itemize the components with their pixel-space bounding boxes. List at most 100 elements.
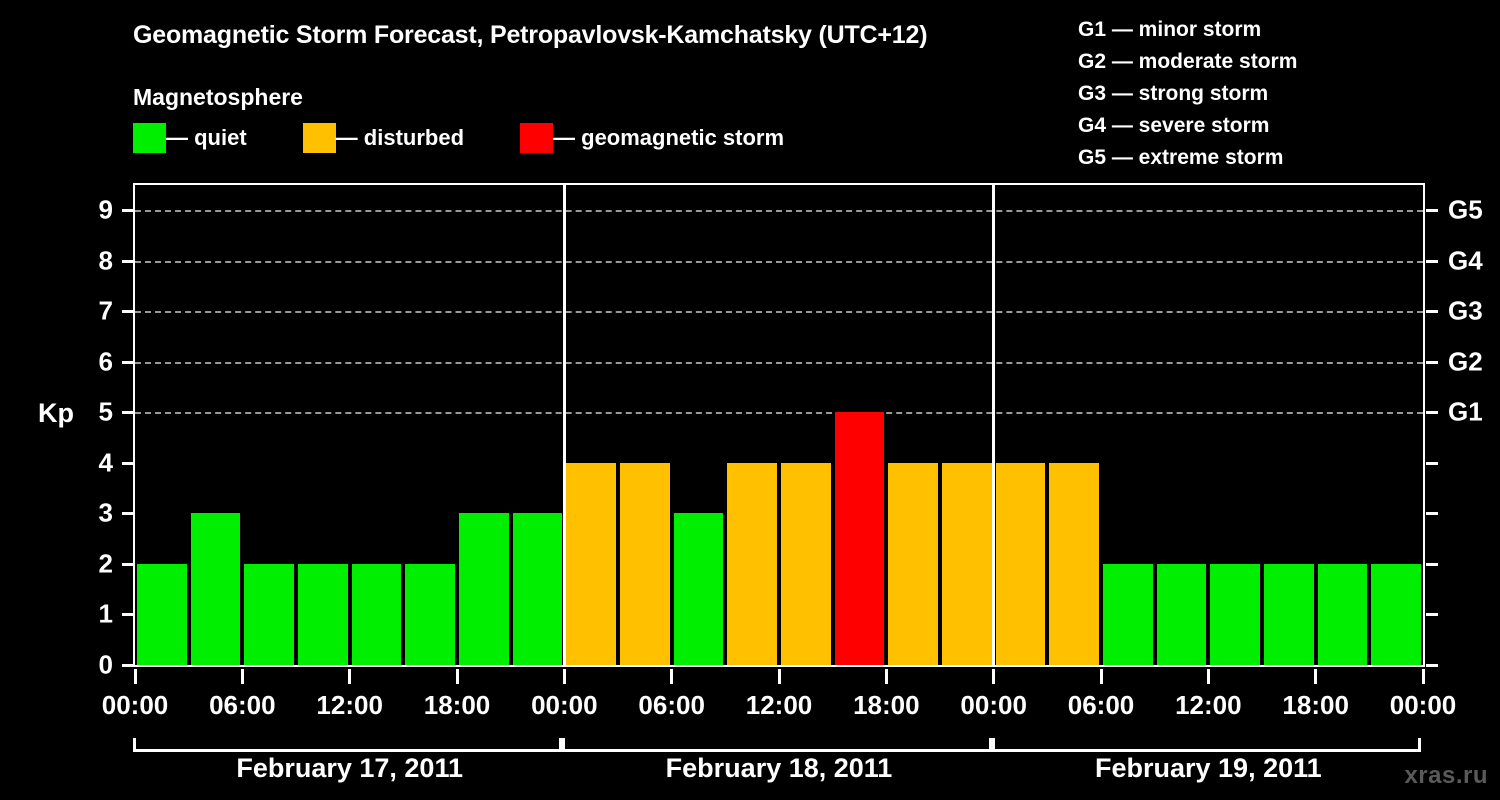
- gridline-kp-6: [135, 361, 1423, 364]
- x-tick-mark: [670, 669, 674, 684]
- legend-entry-storm: — geomagnetic storm: [520, 123, 784, 153]
- y-tick-label-1: 1: [98, 598, 113, 629]
- y-axis-title: Kp: [38, 398, 74, 428]
- bars-layer: [135, 185, 1423, 665]
- kp-bar: [995, 462, 1046, 665]
- date-label: February 19, 2011: [1095, 753, 1322, 783]
- gridline-kp-9: [135, 210, 1423, 213]
- kp-bar: [566, 462, 616, 665]
- plot-area: [133, 183, 1425, 667]
- x-tick-mark: [240, 669, 244, 684]
- kp-bar: [512, 513, 563, 665]
- gscale-line-g1: G1 — minor storm: [1078, 18, 1262, 41]
- magnetosphere-legend: Magnetosphere — quiet — disturbed — geom…: [133, 84, 784, 153]
- x-tick-mark: [348, 669, 352, 684]
- g-minor-tick: [1426, 613, 1438, 617]
- kp-bar: [673, 513, 724, 665]
- kp-bar: [1264, 563, 1314, 665]
- y-tick-mark: [122, 209, 133, 213]
- legend-entry-quiet: — quiet: [133, 123, 247, 153]
- x-tick-mark: [1206, 669, 1210, 684]
- gscale-line-g5: G5 — extreme storm: [1078, 146, 1284, 169]
- g-tick-mark: [1426, 209, 1438, 213]
- legend-row: — quiet — disturbed — geomagnetic storm: [133, 123, 784, 153]
- storm-swatch-icon: [520, 123, 554, 153]
- gridline-kp-7: [135, 311, 1423, 314]
- kp-bar: [620, 462, 670, 665]
- kp-bar: [1210, 563, 1260, 665]
- g-tick-label-G5: G5: [1448, 194, 1483, 225]
- g-tick-mark: [1426, 411, 1438, 415]
- kp-bar: [351, 563, 402, 665]
- x-tick-label: 00:00: [101, 690, 169, 720]
- g-tick-label-G4: G4: [1448, 245, 1483, 276]
- x-tick-mark: [992, 669, 996, 684]
- g-minor-tick: [1426, 461, 1438, 465]
- kp-bar: [459, 513, 509, 665]
- quiet-swatch-icon: [133, 123, 166, 153]
- x-tick-label: 06:00: [1067, 690, 1135, 720]
- y-tick-mark: [122, 461, 133, 465]
- x-tick-label: 06:00: [638, 690, 705, 720]
- x-tick-mark: [777, 669, 781, 684]
- x-tick-mark: [1421, 669, 1425, 684]
- y-tick-label-5: 5: [98, 396, 113, 427]
- date-label: February 17, 2011: [236, 753, 463, 783]
- kp-bar: [727, 462, 777, 665]
- kp-bar: [942, 462, 992, 665]
- kp-bar: [781, 462, 831, 665]
- g-tick-label-G2: G2: [1448, 346, 1483, 377]
- kp-bar: [1317, 563, 1368, 665]
- kp-bar: [190, 513, 241, 665]
- y-tick-mark: [122, 562, 133, 566]
- kp-bar: [1371, 563, 1421, 665]
- kp-bar: [1049, 462, 1099, 665]
- y-tick-mark: [122, 664, 133, 667]
- g-tick-label-G3: G3: [1448, 295, 1483, 326]
- kp-bar: [244, 563, 294, 665]
- g-minor-tick: [1426, 512, 1438, 516]
- day-bracket: [133, 738, 563, 752]
- gscale-legend: G1 — minor storm G2 — moderate storm G3 …: [1078, 14, 1297, 174]
- x-tick-label: 18:00: [853, 690, 920, 720]
- y-tick-label-2: 2: [98, 548, 113, 579]
- gscale-line-g2: G2 — moderate storm: [1078, 50, 1298, 73]
- legend-label-storm: — geomagnetic storm: [553, 125, 785, 150]
- magnetosphere-heading: Magnetosphere: [133, 84, 303, 110]
- x-tick-label: 18:00: [423, 690, 491, 720]
- y-tick-mark: [122, 310, 133, 314]
- watermark: xras.ru: [1404, 762, 1488, 789]
- page-title: Geomagnetic Storm Forecast, Petropavlovs…: [133, 21, 928, 49]
- date-label: February 18, 2011: [665, 753, 893, 783]
- y-tick-label-6: 6: [98, 346, 113, 377]
- g-minor-tick: [1426, 562, 1438, 566]
- x-tick-label: 06:00: [209, 690, 276, 720]
- x-tick-label: 12:00: [1175, 690, 1242, 720]
- legend-label-disturbed: — disturbed: [335, 125, 465, 150]
- plot-inner: [135, 185, 1423, 665]
- day-separator: [562, 185, 566, 665]
- y-tick-label-9: 9: [98, 194, 113, 225]
- legend-label-quiet: — quiet: [166, 125, 247, 150]
- kp-bar: [298, 563, 348, 665]
- disturbed-swatch-icon: [302, 123, 336, 153]
- gridline-kp-5: [135, 412, 1423, 415]
- y-tick-label-4: 4: [98, 447, 113, 478]
- day-bracket: [562, 738, 992, 752]
- kp-bar: [405, 563, 455, 665]
- x-tick-mark: [884, 669, 888, 684]
- kp-bar: [1156, 563, 1207, 665]
- x-tick-label: 00:00: [531, 690, 598, 720]
- x-tick-label: 00:00: [1389, 690, 1457, 720]
- gridline-kp-8: [135, 260, 1423, 263]
- g-tick-mark: [1426, 310, 1438, 314]
- legend-entry-disturbed: — disturbed: [302, 123, 465, 153]
- x-tick-label: 12:00: [745, 690, 813, 720]
- y-tick-mark: [122, 613, 133, 617]
- g-minor-tick: [1426, 664, 1438, 667]
- y-tick-label-3: 3: [98, 497, 113, 528]
- day-separator: [992, 185, 996, 665]
- kp-bar: [888, 462, 938, 665]
- x-tick-mark: [1314, 669, 1318, 684]
- x-tick-label: 00:00: [960, 690, 1027, 720]
